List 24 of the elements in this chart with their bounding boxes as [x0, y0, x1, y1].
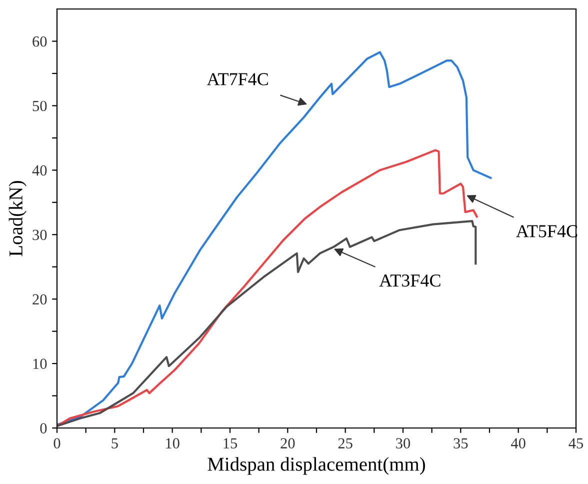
y-tick-label: 40	[32, 165, 47, 176]
y-axis-title: Load(kN)	[8, 181, 26, 256]
x-tick-label: 45	[568, 438, 584, 448]
x-tick-label: 30	[396, 438, 410, 448]
y-tick-label: 20	[32, 294, 47, 305]
y-tick-label: 0	[40, 423, 47, 434]
x-tick-label: 35	[454, 438, 468, 448]
annotation: AT7F4C	[206, 73, 268, 86]
x-tick-label: 10	[166, 438, 180, 448]
x-tick-label: 5	[112, 438, 118, 448]
y-tick-label: 50	[32, 100, 47, 112]
x-tick-label: 0	[54, 438, 60, 448]
y-tick-label: 10	[33, 358, 47, 369]
x-tick-label: 40	[510, 438, 526, 448]
y-tick-label: 60	[32, 36, 47, 47]
line-series	[57, 220, 477, 428]
x-tick-label: 25	[338, 438, 352, 448]
x-axis-title: Midspan displacement(mm)	[208, 457, 425, 475]
x-tick-label: 20	[280, 438, 295, 448]
y-tick-label: 30	[32, 230, 47, 240]
line-series	[57, 149, 478, 428]
annotation: AT3F4C	[379, 274, 440, 287]
x-tick-label: 15	[224, 438, 238, 448]
line-series	[57, 51, 492, 426]
